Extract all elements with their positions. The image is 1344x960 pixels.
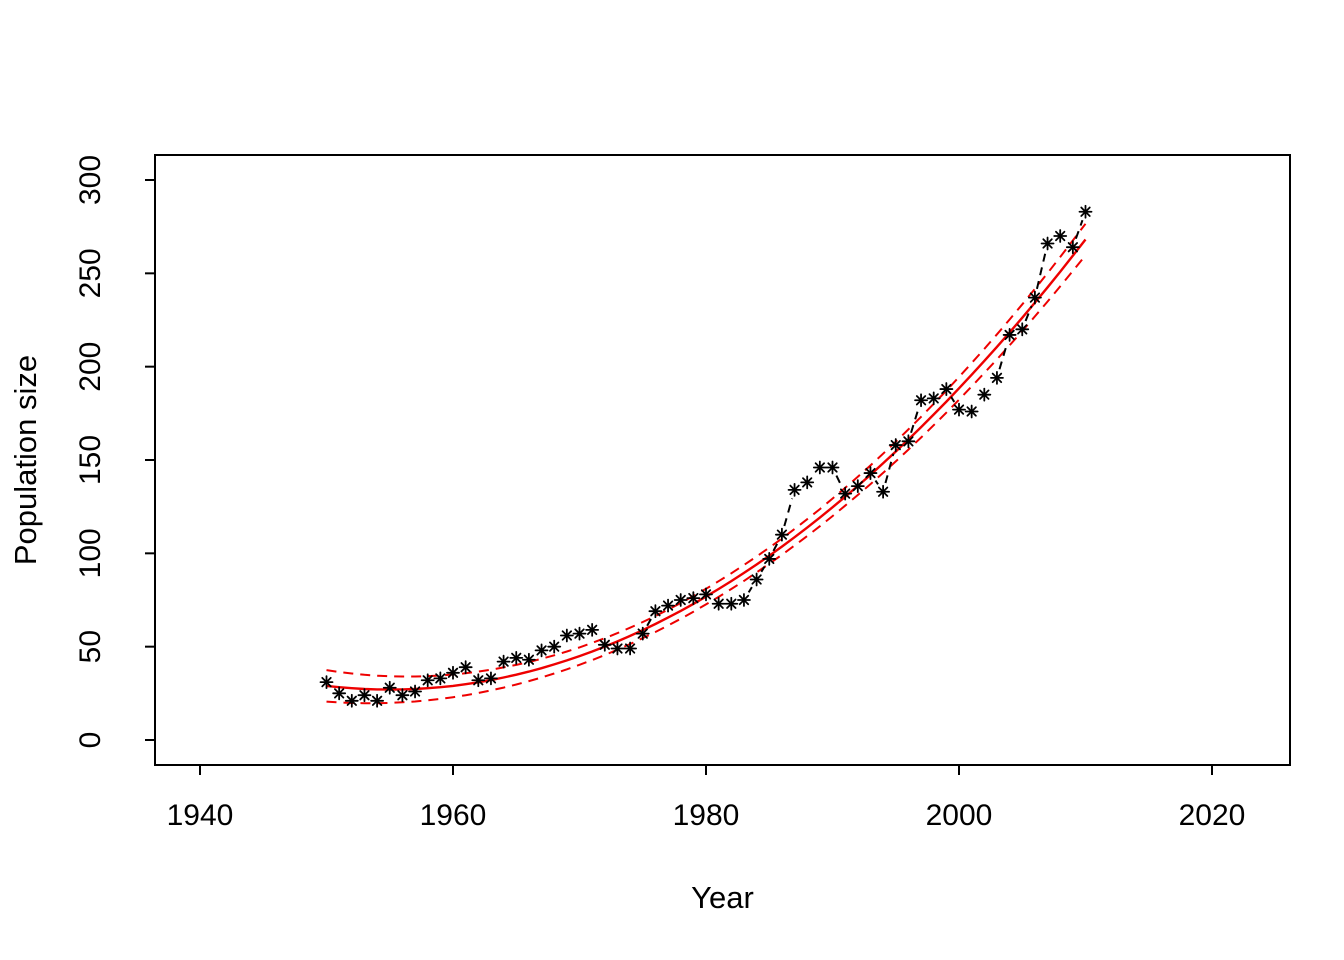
- data-point-marker: [623, 641, 637, 656]
- x-tick-label: 1940: [167, 799, 234, 832]
- data-point-marker: [357, 688, 372, 703]
- data-point-marker: [344, 693, 359, 708]
- data-point-marker: [952, 402, 966, 417]
- confidence-band-upper: [326, 223, 1087, 678]
- data-point-marker: [800, 475, 815, 490]
- point-connector-segment: [910, 408, 920, 434]
- y-tick-label: 200: [74, 342, 107, 392]
- data-point-marker: [332, 686, 347, 701]
- point-connector-segment: [772, 542, 779, 552]
- data-point-marker: [977, 387, 992, 402]
- data-point-marker: [509, 650, 524, 665]
- data-point-marker: [408, 684, 422, 699]
- data-point-marker: [914, 393, 928, 408]
- x-tick-label: 1960: [420, 799, 487, 832]
- data-point-marker: [926, 391, 941, 406]
- data-point-marker: [1015, 322, 1030, 337]
- point-connector-segment: [747, 586, 753, 593]
- point-connector-segment: [874, 479, 879, 485]
- data-point-marker: [888, 438, 903, 452]
- data-point-marker: [1040, 236, 1055, 251]
- data-point-marker: [484, 671, 498, 686]
- data-point-marker: [585, 622, 600, 637]
- x-axis-title: Year: [691, 880, 754, 915]
- y-tick-label: 250: [74, 248, 107, 298]
- point-connector-segment: [950, 396, 956, 403]
- data-point-marker: [496, 654, 511, 669]
- data-point-marker: [522, 652, 536, 667]
- point-connector-segment: [835, 475, 843, 486]
- data-point-marker: [901, 434, 916, 449]
- data-point-marker: [648, 604, 663, 619]
- data-point-marker: [838, 486, 853, 501]
- data-point-marker: [699, 587, 713, 602]
- data-point-marker: [711, 596, 726, 611]
- point-connector-segment: [1035, 252, 1047, 290]
- data-point-marker: [420, 673, 435, 688]
- data-point-marker: [661, 598, 675, 613]
- data-point-marker: [1065, 240, 1080, 255]
- point-connector-segment: [1024, 305, 1033, 322]
- data-point-marker: [635, 626, 650, 641]
- data-point-marker: [547, 639, 562, 654]
- data-point-marker: [458, 660, 473, 675]
- data-point-marker: [863, 466, 878, 480]
- data-point-marker: [762, 552, 777, 566]
- point-connector-segment: [1074, 219, 1084, 240]
- confidence-band-lower: [326, 254, 1087, 705]
- data-point-marker: [471, 673, 486, 688]
- data-point-marker: [825, 460, 840, 475]
- x-tick-label: 1980: [673, 799, 740, 832]
- data-point-marker: [433, 671, 448, 686]
- point-connector-segment: [760, 566, 766, 573]
- fitted-curve: [326, 238, 1087, 691]
- y-tick-label: 150: [74, 435, 107, 485]
- data-point-marker: [964, 404, 979, 419]
- y-tick-label: 100: [74, 528, 107, 578]
- data-point-marker: [446, 665, 460, 680]
- data-point-marker: [319, 675, 334, 690]
- data-point-marker: [876, 484, 890, 499]
- data-point-marker: [534, 643, 549, 658]
- x-tick-label: 2000: [926, 799, 993, 832]
- point-connector-segment: [998, 343, 1009, 370]
- data-point-marker: [1002, 328, 1017, 342]
- data-point-marker: [597, 637, 612, 652]
- data-point-marker: [673, 593, 688, 607]
- data-point-marker: [939, 382, 954, 396]
- data-point-marker: [559, 628, 574, 643]
- y-tick-label: 50: [74, 630, 107, 663]
- data-point-marker: [1078, 204, 1093, 219]
- data-point-marker: [812, 460, 827, 475]
- data-point-marker: [382, 680, 397, 695]
- data-point-marker: [686, 591, 701, 606]
- data-point-marker: [572, 626, 587, 641]
- data-point-marker: [990, 370, 1004, 385]
- y-tick-label: 300: [74, 155, 107, 205]
- data-point-marker: [370, 693, 385, 708]
- data-point-marker: [787, 482, 802, 497]
- data-point-marker: [724, 596, 739, 611]
- data-point-marker: [395, 688, 410, 703]
- data-point-marker: [1028, 290, 1042, 305]
- point-connector-segment: [884, 453, 895, 484]
- plot-border: [154, 154, 1291, 766]
- point-connector-segment: [646, 618, 652, 627]
- y-tick-label: 0: [74, 732, 107, 749]
- data-point-marker: [749, 572, 764, 587]
- x-tick-label: 2020: [1179, 799, 1246, 832]
- y-axis-title: Population size: [8, 355, 43, 565]
- data-point-marker: [850, 479, 865, 494]
- point-connector-segment: [783, 498, 794, 527]
- data-point-marker: [610, 641, 625, 656]
- data-point-marker: [737, 593, 751, 607]
- data-point-marker: [1053, 229, 1068, 243]
- data-point-marker: [775, 527, 789, 542]
